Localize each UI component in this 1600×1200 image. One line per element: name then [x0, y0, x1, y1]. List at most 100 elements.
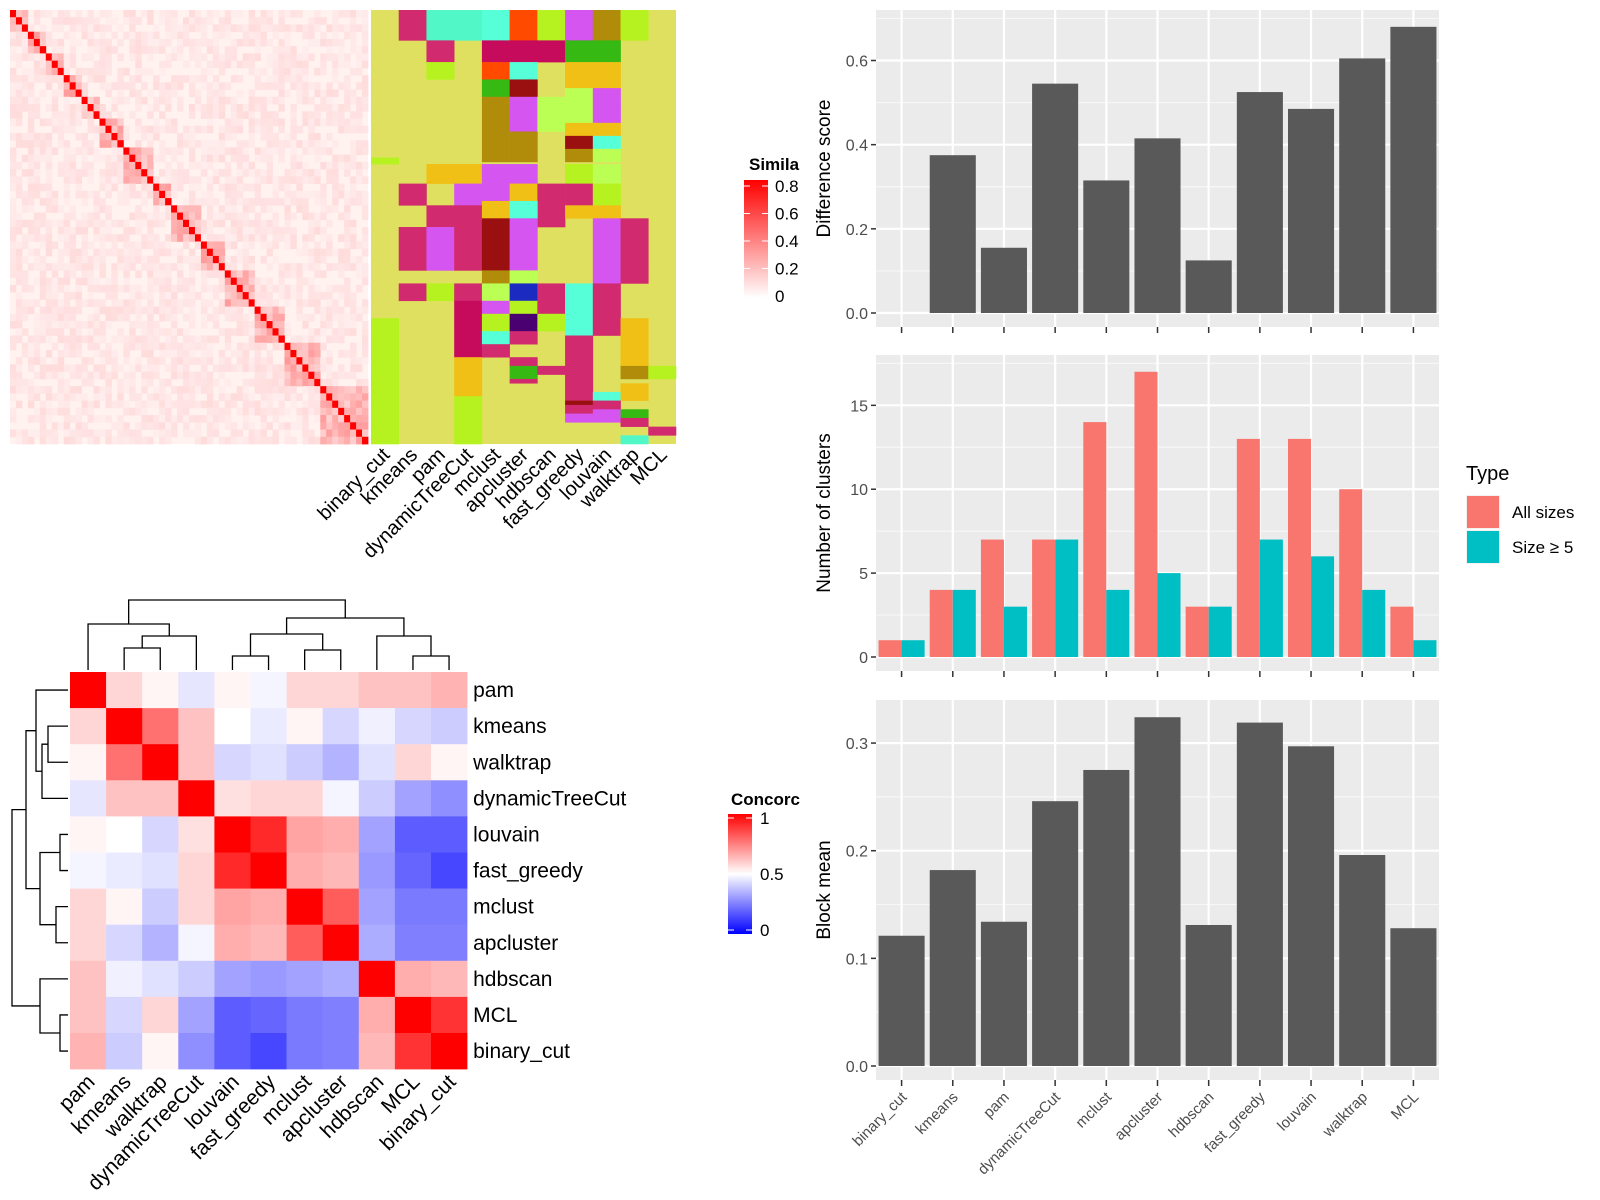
similarity-cell — [87, 371, 94, 380]
similarity-cell — [135, 357, 142, 365]
similarity-cell — [314, 364, 321, 373]
concordance-cell — [250, 744, 287, 781]
similarity-cell — [177, 132, 184, 141]
similarity-cell — [135, 46, 142, 54]
similarity-cell — [254, 38, 261, 47]
similarity-cell — [338, 335, 345, 344]
similarity-cell — [135, 176, 142, 184]
similarity-cell — [314, 328, 321, 336]
similarity-cell — [230, 227, 238, 235]
similarity-cell — [99, 248, 106, 257]
similarity-cell — [99, 111, 106, 119]
similarity-cell — [177, 357, 184, 365]
similarity-cell — [99, 263, 106, 271]
similarity-cell — [147, 111, 154, 119]
similarity-cell — [362, 140, 369, 148]
similarity-cell — [63, 364, 71, 373]
similarity-cell — [111, 104, 118, 112]
similarity-cell — [248, 335, 256, 344]
similarity-cell — [147, 104, 154, 112]
similarity-cell — [296, 422, 303, 430]
similarity-cell — [87, 176, 94, 184]
similarity-cell — [57, 357, 65, 365]
similarity-cell — [194, 125, 202, 134]
y-tick-label: 0.4 — [846, 138, 868, 155]
similarity-cell — [57, 400, 65, 409]
similarity-cell — [332, 198, 339, 206]
similarity-cell — [171, 284, 178, 293]
similarity-cell — [356, 190, 363, 199]
similarity-cell — [123, 176, 130, 184]
similarity-cell — [284, 212, 291, 221]
similarity-cell — [296, 190, 303, 199]
similarity-cell — [302, 241, 309, 250]
similarity-cell — [75, 407, 82, 416]
similarity-cell — [248, 292, 256, 300]
similarity-cell — [189, 393, 196, 401]
similarity-cell — [105, 306, 112, 315]
similarity-cell — [69, 415, 77, 423]
similarity-cell — [200, 169, 208, 177]
similarity-cell — [81, 89, 88, 98]
similarity-cell — [27, 306, 35, 315]
similarity-cell — [10, 147, 17, 156]
similarity-cell — [45, 407, 53, 416]
similarity-cell — [165, 31, 172, 40]
concordance-cell — [286, 672, 323, 709]
similarity-cell — [45, 263, 53, 271]
similarity-cell — [362, 104, 369, 112]
membership-cell — [592, 300, 621, 336]
similarity-cell — [57, 118, 65, 127]
similarity-cell — [123, 407, 130, 416]
similarity-cell — [212, 306, 220, 315]
similarity-cell — [159, 277, 166, 286]
concordance-cell — [394, 960, 432, 998]
similarity-cell — [344, 75, 351, 83]
similarity-cell — [302, 378, 309, 387]
similarity-cell — [206, 263, 214, 271]
similarity-cell — [63, 335, 71, 344]
y-axis-label: Block mean — [814, 840, 835, 939]
similarity-cell — [33, 67, 41, 76]
concordance-cell — [250, 1033, 287, 1070]
similarity-cell — [165, 96, 172, 105]
similarity-cell — [314, 227, 321, 235]
similarity-cell — [63, 234, 71, 242]
bar — [1106, 589, 1130, 657]
similarity-cell — [350, 364, 357, 373]
similarity-cell — [236, 89, 244, 98]
similarity-cell — [218, 24, 226, 33]
similarity-cell — [159, 306, 166, 315]
similarity-cell — [183, 284, 190, 293]
membership-cell — [537, 365, 566, 375]
bar — [1288, 746, 1335, 1066]
concordance-cell — [286, 852, 323, 889]
similarity-cell — [266, 313, 273, 322]
similarity-cell — [165, 429, 172, 438]
similarity-cell — [308, 234, 315, 242]
similarity-cell — [123, 241, 130, 250]
similarity-cell — [254, 284, 261, 293]
similarity-cell — [200, 349, 208, 358]
similarity-cell — [278, 104, 285, 112]
similarity-cell — [93, 335, 100, 344]
similarity-cell — [57, 205, 65, 213]
similarity-cell — [45, 53, 53, 62]
similarity-cell — [75, 89, 82, 98]
similarity-cell — [230, 212, 238, 221]
similarity-cell — [171, 357, 178, 365]
similarity-cell — [248, 270, 256, 279]
concordance-cell — [178, 996, 215, 1034]
similarity-cell — [171, 89, 178, 98]
similarity-cell — [57, 89, 65, 98]
concordance-cell — [70, 996, 107, 1034]
similarity-cell — [63, 17, 71, 25]
concordance-cell — [394, 852, 432, 889]
similarity-cell — [105, 140, 112, 148]
similarity-cell — [129, 31, 136, 40]
similarity-cell — [69, 313, 77, 322]
similarity-cell — [308, 255, 315, 264]
similarity-cell — [21, 342, 29, 351]
similarity-cell — [284, 284, 291, 293]
similarity-cell — [177, 306, 184, 315]
